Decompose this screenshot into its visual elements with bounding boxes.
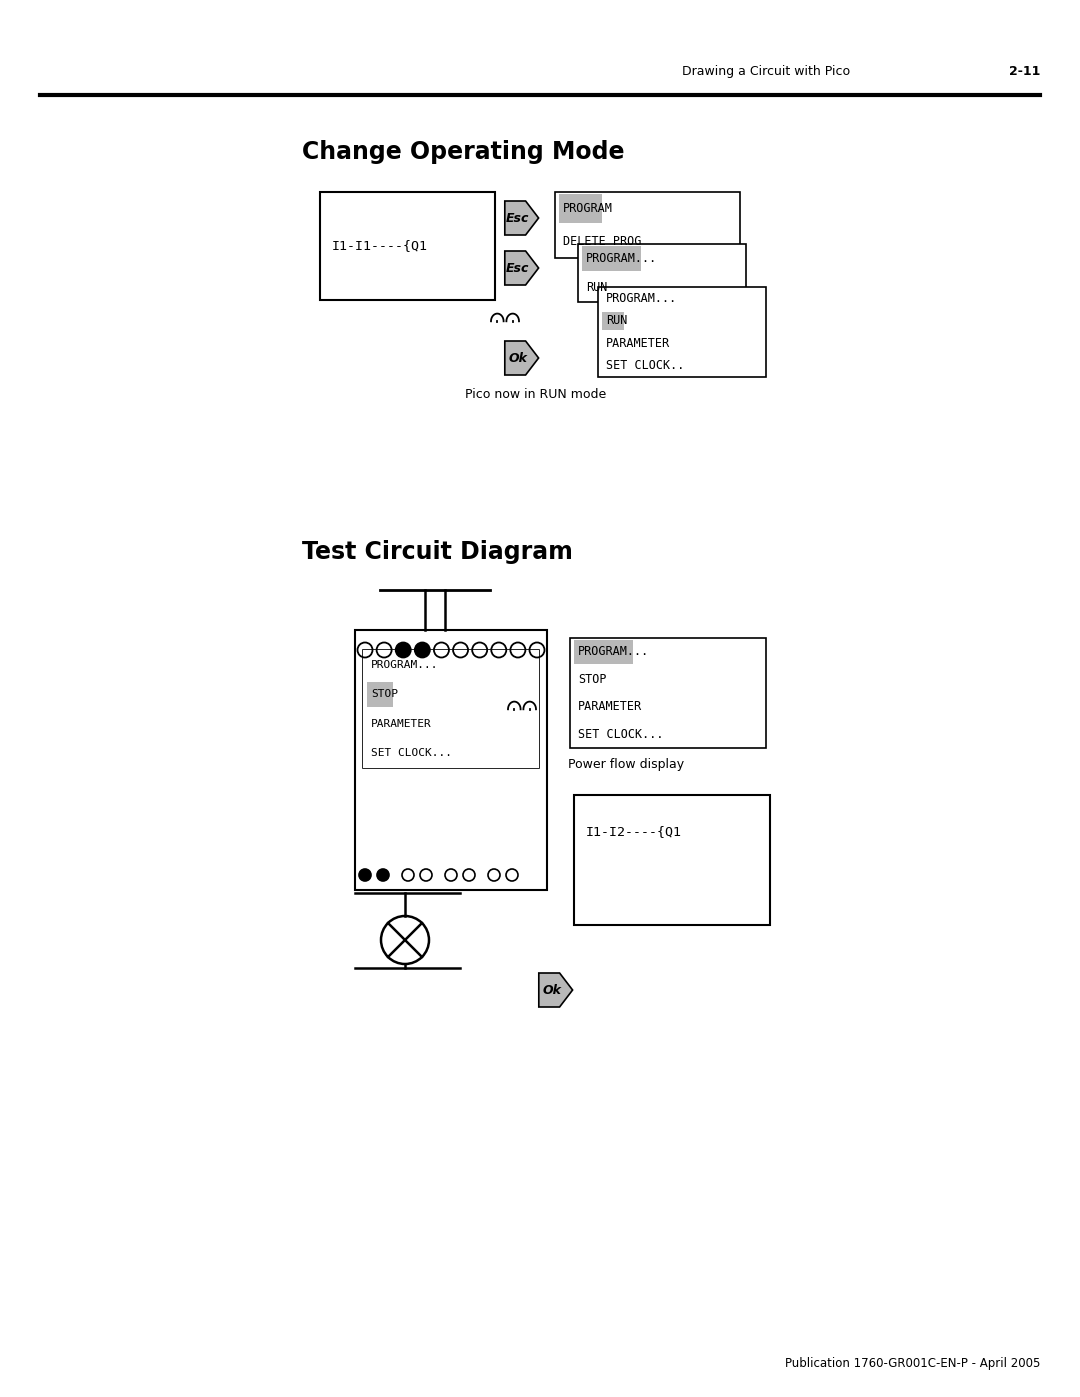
- Circle shape: [377, 869, 389, 882]
- Bar: [355, 630, 546, 890]
- Text: PROGRAM...: PROGRAM...: [606, 292, 677, 305]
- Polygon shape: [539, 972, 572, 1007]
- Bar: [367, 682, 393, 707]
- Text: Power flow display: Power flow display: [568, 759, 684, 771]
- Circle shape: [415, 643, 430, 658]
- Text: PROGRAM...: PROGRAM...: [372, 659, 438, 669]
- Text: Test Circuit Diagram: Test Circuit Diagram: [302, 541, 572, 564]
- Text: Ok: Ok: [509, 352, 527, 365]
- Text: Pico now in RUN mode: Pico now in RUN mode: [465, 388, 606, 401]
- Text: SET CLOCK...: SET CLOCK...: [372, 749, 453, 759]
- Bar: [320, 191, 495, 300]
- Bar: [559, 194, 602, 224]
- Text: PROGRAM: PROGRAM: [563, 203, 612, 215]
- Text: PARAMETER: PARAMETER: [606, 337, 670, 349]
- Text: PARAMETER: PARAMETER: [372, 718, 432, 729]
- Bar: [363, 650, 539, 768]
- Text: DELETE PROG: DELETE PROG: [563, 235, 642, 249]
- Text: SET CLOCK..: SET CLOCK..: [606, 359, 685, 372]
- Text: RUN: RUN: [606, 314, 627, 327]
- Text: Esc: Esc: [507, 261, 529, 274]
- Bar: [598, 286, 766, 377]
- Bar: [363, 650, 539, 768]
- Text: Ok: Ok: [542, 983, 562, 996]
- Text: Drawing a Circuit with Pico: Drawing a Circuit with Pico: [681, 66, 850, 78]
- Text: 2-11: 2-11: [1009, 66, 1040, 78]
- Text: I1-I1----{Q1: I1-I1----{Q1: [332, 239, 428, 253]
- Text: PROGRAM...: PROGRAM...: [586, 251, 658, 265]
- Text: PARAMETER: PARAMETER: [578, 700, 643, 714]
- Circle shape: [395, 643, 410, 658]
- Bar: [602, 312, 624, 330]
- Text: PROGRAM...: PROGRAM...: [578, 645, 649, 658]
- Bar: [570, 638, 766, 747]
- Text: STOP: STOP: [578, 673, 607, 686]
- Polygon shape: [504, 201, 539, 235]
- Text: Publication 1760-GR001C-EN-P - April 2005: Publication 1760-GR001C-EN-P - April 200…: [785, 1356, 1040, 1370]
- Text: Esc: Esc: [507, 211, 529, 225]
- Text: I1-I2----{Q1: I1-I2----{Q1: [586, 824, 681, 838]
- Polygon shape: [504, 251, 539, 285]
- Text: Change Operating Mode: Change Operating Mode: [302, 140, 624, 163]
- Text: RUN: RUN: [586, 281, 607, 293]
- Bar: [573, 795, 770, 925]
- Bar: [582, 246, 640, 271]
- Text: STOP: STOP: [372, 689, 399, 700]
- Polygon shape: [504, 341, 539, 374]
- Bar: [573, 640, 633, 664]
- Bar: [578, 244, 746, 302]
- Circle shape: [359, 869, 372, 882]
- Text: SET CLOCK...: SET CLOCK...: [578, 728, 663, 740]
- Bar: [555, 191, 740, 258]
